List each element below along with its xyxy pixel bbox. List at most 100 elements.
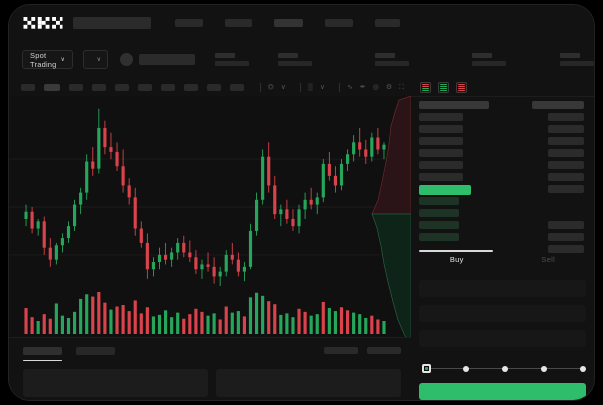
orderbook-row-bid[interactable]: [419, 173, 463, 181]
timeframe-button[interactable]: [206, 83, 221, 91]
bottom-action-1[interactable]: [324, 347, 358, 354]
timeframe-button-active[interactable]: [43, 83, 60, 91]
stat-label: [560, 53, 580, 58]
bottom-card-2[interactable]: [216, 369, 401, 397]
orderbook-rows[interactable]: [411, 97, 594, 253]
orderbook-row-ask[interactable]: [548, 185, 584, 193]
nav-items: [175, 19, 400, 27]
orderbook-trade-panel: Buy Sell: [411, 78, 594, 400]
indicators-icon[interactable]: ⏣: [267, 83, 274, 91]
amount-slider[interactable]: [422, 364, 586, 373]
timeframe-button[interactable]: [21, 83, 35, 91]
nav-item-5[interactable]: [375, 19, 400, 27]
stat-value: [375, 61, 409, 66]
orderbook-view-both-icon[interactable]: [420, 81, 431, 93]
timeframe-button[interactable]: [114, 83, 129, 91]
app-screen: Spot Trading ∨ ∨: [9, 5, 594, 400]
toolbar-divider: [259, 82, 261, 92]
timeframe-button[interactable]: [137, 83, 152, 91]
slider-knob[interactable]: [422, 364, 431, 373]
top-navigation-bar: [9, 5, 594, 41]
stat-value: [472, 61, 506, 66]
nav-item-2[interactable]: [225, 19, 252, 27]
slider-step-50[interactable]: [501, 365, 508, 372]
pair-name-label: [139, 54, 195, 65]
tab-buy[interactable]: Buy: [449, 255, 464, 264]
okx-logo[interactable]: [23, 16, 63, 30]
pair-select[interactable]: ∨: [83, 50, 108, 69]
slider-step-75[interactable]: [540, 365, 547, 372]
toolbar-divider: [299, 82, 301, 92]
pencil-icon[interactable]: ✒: [359, 83, 366, 91]
timeframe-button[interactable]: [183, 83, 198, 91]
nav-item-1[interactable]: [175, 19, 203, 27]
search-input[interactable]: [73, 17, 151, 29]
bottom-tab-open-orders[interactable]: [23, 347, 62, 361]
orderbook-row-bid[interactable]: [419, 137, 463, 145]
timeframe-button[interactable]: [68, 83, 83, 91]
stat-item: [375, 53, 409, 66]
chevron-down-icon: ∨: [96, 57, 101, 63]
candlestick-svg: [9, 108, 387, 334]
orderbook-row-ask[interactable]: [548, 161, 584, 169]
slider-step-100[interactable]: [579, 365, 586, 372]
orders-panel: [9, 337, 411, 400]
orderbook-row-bid[interactable]: [419, 149, 463, 157]
orderbook-row-ask[interactable]: [548, 113, 584, 121]
tab-sell[interactable]: Sell: [541, 255, 556, 264]
nav-item-4[interactable]: [325, 19, 353, 27]
chart-type-chevron-icon[interactable]: ∨: [319, 83, 326, 91]
orderbook-row-bid[interactable]: [419, 125, 463, 133]
timeframe-button[interactable]: [91, 83, 106, 91]
orderbook-row-bid[interactable]: [419, 113, 463, 121]
chevron-down-icon: ∨: [60, 57, 66, 63]
orderbook-row-bid[interactable]: [419, 161, 463, 169]
nav-item-3[interactable]: [274, 19, 303, 27]
order-type-field[interactable]: [419, 280, 586, 297]
buy-submit-button[interactable]: [419, 383, 586, 400]
orderbook-row-ask[interactable]: [548, 173, 584, 181]
orderbook-row-ask[interactable]: [548, 221, 584, 229]
stat-label: [375, 53, 395, 58]
settings-icon[interactable]: ⚙: [385, 83, 393, 91]
price-field[interactable]: [419, 305, 586, 322]
orderbook-row-bid[interactable]: [419, 233, 459, 241]
orderbook-row-ask[interactable]: [548, 245, 584, 253]
timeframe-button[interactable]: [160, 83, 175, 91]
stat-label: [472, 53, 492, 58]
stat-value: [215, 61, 249, 66]
bottom-tab-order-history[interactable]: [76, 347, 115, 355]
stat-item: [560, 53, 594, 66]
timeframe-button[interactable]: [229, 83, 244, 91]
amount-field[interactable]: [419, 330, 586, 347]
trading-mode-label: Spot Trading: [30, 50, 57, 69]
trading-mode-select[interactable]: Spot Trading ∨: [22, 50, 74, 69]
chart-type-icon[interactable]: ▒: [307, 83, 313, 91]
fullscreen-icon[interactable]: ⛶: [399, 83, 405, 91]
orderbook-row-bid[interactable]: [419, 197, 459, 205]
orderbook-row-ask[interactable]: [548, 125, 584, 133]
bottom-action-2[interactable]: [367, 347, 401, 354]
slider-step-25[interactable]: [463, 365, 470, 372]
orderbook-row-ask[interactable]: [548, 137, 584, 145]
orderbook-row-bid[interactable]: [419, 209, 459, 217]
alert-icon[interactable]: ◎: [372, 83, 379, 91]
active-tab-underline: [419, 250, 493, 252]
price-chart[interactable]: [9, 96, 411, 337]
indicators-chevron-icon[interactable]: ∨: [280, 83, 286, 91]
orderbook-row-ask[interactable]: [548, 233, 584, 241]
line-tool-icon[interactable]: ∿: [347, 83, 353, 91]
tablet-bezel: Spot Trading ∨ ∨: [8, 4, 595, 401]
orderbook-view-asks-icon[interactable]: [456, 81, 467, 93]
orderbook-view-bids-icon[interactable]: [438, 81, 449, 93]
orderbook-row-ask[interactable]: [548, 149, 584, 157]
orderbook-row-bid[interactable]: [419, 101, 489, 109]
stat-item: [278, 53, 312, 66]
orderbook-row-selected[interactable]: [419, 185, 471, 195]
orders-cards: [23, 369, 401, 397]
orderbook-row-bid[interactable]: [419, 221, 459, 229]
bottom-card-1[interactable]: [23, 369, 208, 397]
orders-tabs: [9, 338, 411, 361]
orderbook-row-ask[interactable]: [532, 101, 584, 109]
